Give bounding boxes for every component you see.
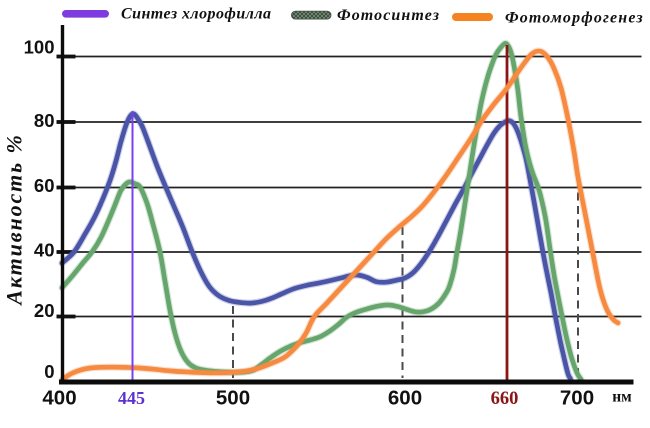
svg-text:Синтез хлорофилла: Синтез хлорофилла (121, 6, 271, 23)
svg-text:600: 600 (388, 387, 422, 410)
svg-text:40: 40 (34, 240, 55, 261)
svg-text:нм: нм (612, 389, 632, 406)
svg-text:80: 80 (34, 110, 55, 131)
svg-text:500: 500 (216, 387, 250, 410)
svg-text:700: 700 (560, 387, 594, 410)
svg-text:400: 400 (42, 387, 76, 410)
svg-text:60: 60 (34, 175, 55, 196)
svg-text:445: 445 (118, 388, 145, 408)
svg-text:100: 100 (24, 37, 55, 58)
svg-text:20: 20 (34, 300, 55, 321)
svg-text:0: 0 (44, 361, 54, 382)
svg-text:Активность %: Активность % (2, 133, 27, 306)
svg-text:Фотосинтез: Фотосинтез (337, 7, 440, 24)
svg-text:660: 660 (491, 389, 519, 409)
svg-text:Фотоморфогенез: Фотоморфогенез (505, 10, 644, 27)
